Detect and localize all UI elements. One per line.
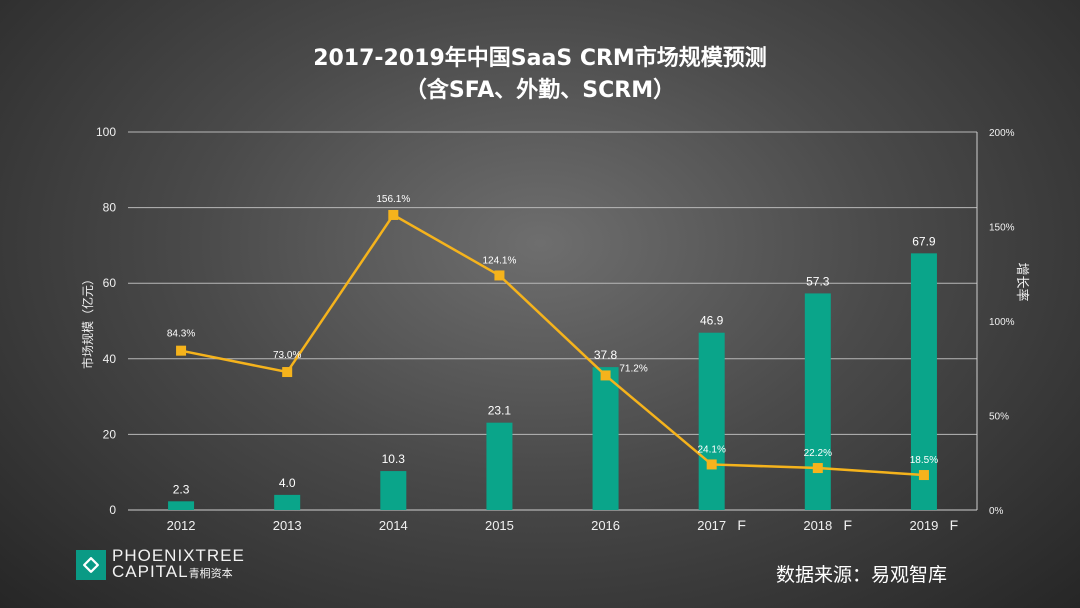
y-tick-label: 40: [103, 352, 117, 366]
x-tick-label: 2017: [697, 518, 726, 533]
bar-data-label: 23.1: [488, 404, 512, 418]
bar: [698, 332, 725, 510]
y2-tick-label: 150%: [989, 223, 1015, 234]
y-tick-label: 100: [96, 125, 116, 139]
brand-name: PHOENIXTREE: [112, 546, 245, 565]
y2-tick-label: 50%: [989, 412, 1009, 423]
line-data-label: 73.0%: [273, 350, 301, 361]
line-data-label: 22.2%: [804, 448, 832, 459]
bar-data-label: 67.9: [912, 234, 936, 248]
growth-rate-marker: [388, 209, 399, 220]
growth-rate-marker: [918, 470, 929, 481]
growth-rate-marker: [706, 459, 717, 470]
y-tick-label: 80: [103, 201, 117, 215]
brand-mark-icon: [76, 550, 106, 580]
line-data-label: 71.2%: [619, 363, 647, 374]
y-tick-label: 0: [109, 503, 116, 517]
chart-title-line2: （含SFA、外勤、SCRM）: [404, 78, 676, 103]
chart-title-line1: 2017-2019年中国SaaS CRM市场规模预测: [313, 46, 767, 71]
y2-tick-label: 100%: [989, 317, 1015, 328]
bar-data-label: 37.8: [594, 348, 618, 362]
y-tick-label: 60: [103, 276, 117, 290]
growth-rate-marker: [812, 463, 823, 474]
line-data-label: 156.1%: [376, 194, 410, 205]
bar-data-label: 10.3: [382, 452, 406, 466]
line-data-label: 18.5%: [910, 455, 938, 466]
x-tick-label: 2014: [379, 518, 408, 533]
y-tick-label: 20: [103, 427, 117, 441]
x-tick-label: 2015: [485, 518, 514, 533]
bar-data-label: 57.3: [806, 274, 830, 288]
growth-rate-marker: [600, 370, 611, 381]
y2-axis-title: 增长率: [1014, 262, 1030, 301]
bar: [380, 471, 407, 510]
brand-name-cn: 青桐资本: [188, 567, 233, 580]
line-data-label: 84.3%: [167, 329, 195, 340]
bar-data-label: 2.3: [173, 482, 190, 496]
bar-data-label: 46.9: [700, 314, 724, 328]
y2-tick-label: 0%: [989, 506, 1004, 517]
x-tick-label: 2018: [803, 518, 832, 533]
y2-tick-label: 200%: [989, 128, 1015, 139]
x-tick-label: 2016: [591, 518, 620, 533]
bar: [592, 367, 619, 510]
growth-rate-marker: [494, 270, 505, 281]
x-tick-label: 2012: [167, 518, 196, 533]
growth-rate-line: [180, 213, 925, 477]
bar: [274, 494, 301, 510]
line-data-label: 24.1%: [698, 444, 726, 455]
brand-logo: PHOENIXTREE CAPITAL青桐资本: [76, 546, 245, 582]
forecast-flag: F: [950, 517, 959, 533]
growth-rate-marker: [282, 367, 293, 378]
forecast-flag: F: [844, 517, 853, 533]
bar: [804, 293, 831, 510]
forecast-flag: F: [737, 517, 746, 533]
bar-data-label: 4.0: [279, 476, 296, 490]
brand-subname: CAPITAL青桐资本: [112, 562, 233, 581]
data-source: 数据来源：易观智库: [776, 564, 948, 586]
x-tick-label: 2013: [273, 518, 302, 533]
x-tick-label: 2019: [909, 518, 938, 533]
y-axis-title: 市场规模（亿元）: [80, 273, 95, 369]
bar: [486, 422, 513, 510]
bar: [168, 501, 195, 510]
bar: [910, 253, 937, 510]
growth-rate-marker: [176, 345, 187, 356]
line-data-label: 124.1%: [482, 255, 516, 266]
